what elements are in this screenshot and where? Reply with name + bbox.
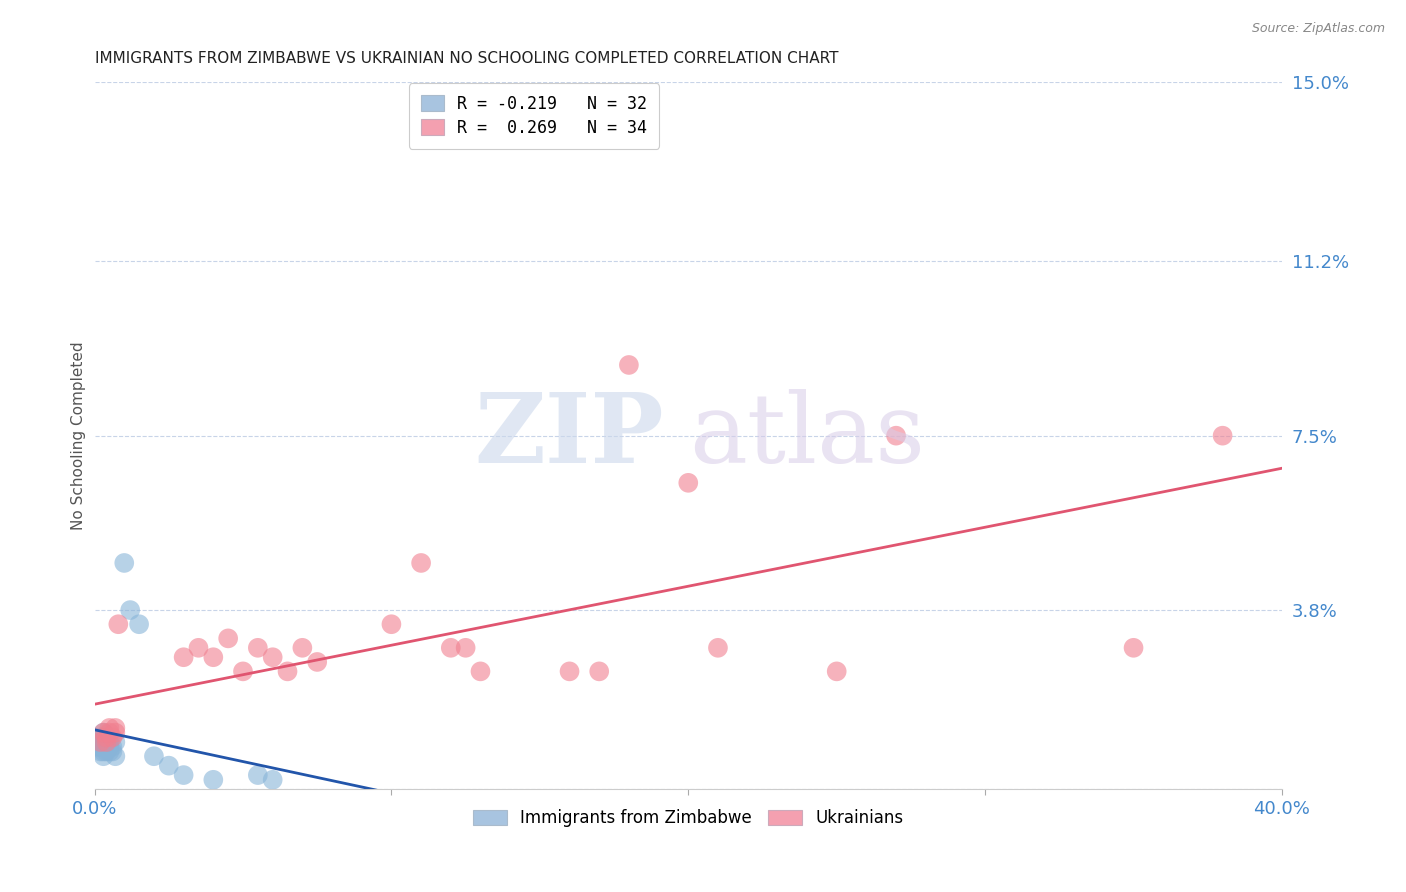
Point — [246, 768, 269, 782]
Point — [262, 772, 284, 787]
Point — [101, 731, 124, 745]
Point — [89, 744, 111, 758]
Point — [96, 735, 118, 749]
Point — [89, 739, 111, 754]
Point — [104, 721, 127, 735]
Text: Source: ZipAtlas.com: Source: ZipAtlas.com — [1251, 22, 1385, 36]
Point — [93, 749, 115, 764]
Legend: Immigrants from Zimbabwe, Ukrainians: Immigrants from Zimbabwe, Ukrainians — [467, 803, 910, 834]
Point — [617, 358, 640, 372]
Point — [142, 749, 165, 764]
Point — [173, 768, 195, 782]
Point — [96, 731, 118, 745]
Point — [98, 739, 121, 754]
Point — [307, 655, 329, 669]
Point — [246, 640, 269, 655]
Point — [98, 744, 121, 758]
Point — [128, 617, 150, 632]
Text: atlas: atlas — [689, 389, 925, 483]
Point — [1122, 640, 1144, 655]
Point — [112, 556, 135, 570]
Point — [187, 640, 209, 655]
Point — [440, 640, 463, 655]
Text: ZIP: ZIP — [475, 389, 664, 483]
Point — [678, 475, 700, 490]
Point — [173, 650, 195, 665]
Point — [884, 428, 907, 442]
Point — [291, 640, 314, 655]
Point — [107, 617, 129, 632]
Point — [1212, 428, 1234, 442]
Point — [104, 749, 127, 764]
Y-axis label: No Schooling Completed: No Schooling Completed — [72, 342, 86, 530]
Text: IMMIGRANTS FROM ZIMBABWE VS UKRAINIAN NO SCHOOLING COMPLETED CORRELATION CHART: IMMIGRANTS FROM ZIMBABWE VS UKRAINIAN NO… — [94, 51, 838, 66]
Point — [98, 725, 121, 739]
Point — [470, 665, 492, 679]
Point — [98, 735, 121, 749]
Point — [101, 744, 124, 758]
Point — [157, 758, 180, 772]
Point — [454, 640, 477, 655]
Point — [104, 735, 127, 749]
Point — [93, 735, 115, 749]
Point — [588, 665, 610, 679]
Point — [380, 617, 402, 632]
Point — [202, 650, 225, 665]
Point — [202, 772, 225, 787]
Point — [96, 744, 118, 758]
Point — [558, 665, 581, 679]
Point — [96, 735, 118, 749]
Point — [89, 735, 111, 749]
Point — [411, 556, 433, 570]
Point — [217, 632, 239, 646]
Point — [262, 650, 284, 665]
Point — [707, 640, 730, 655]
Point — [120, 603, 142, 617]
Point — [86, 735, 108, 749]
Point — [104, 725, 127, 739]
Point — [232, 665, 254, 679]
Point — [89, 731, 111, 745]
Point — [89, 735, 111, 749]
Point — [93, 739, 115, 754]
Point — [98, 721, 121, 735]
Point — [93, 744, 115, 758]
Point — [86, 739, 108, 754]
Point — [96, 739, 118, 754]
Point — [276, 665, 298, 679]
Point — [93, 725, 115, 739]
Point — [101, 739, 124, 754]
Point — [93, 731, 115, 745]
Point — [93, 725, 115, 739]
Point — [96, 731, 118, 745]
Point — [825, 665, 848, 679]
